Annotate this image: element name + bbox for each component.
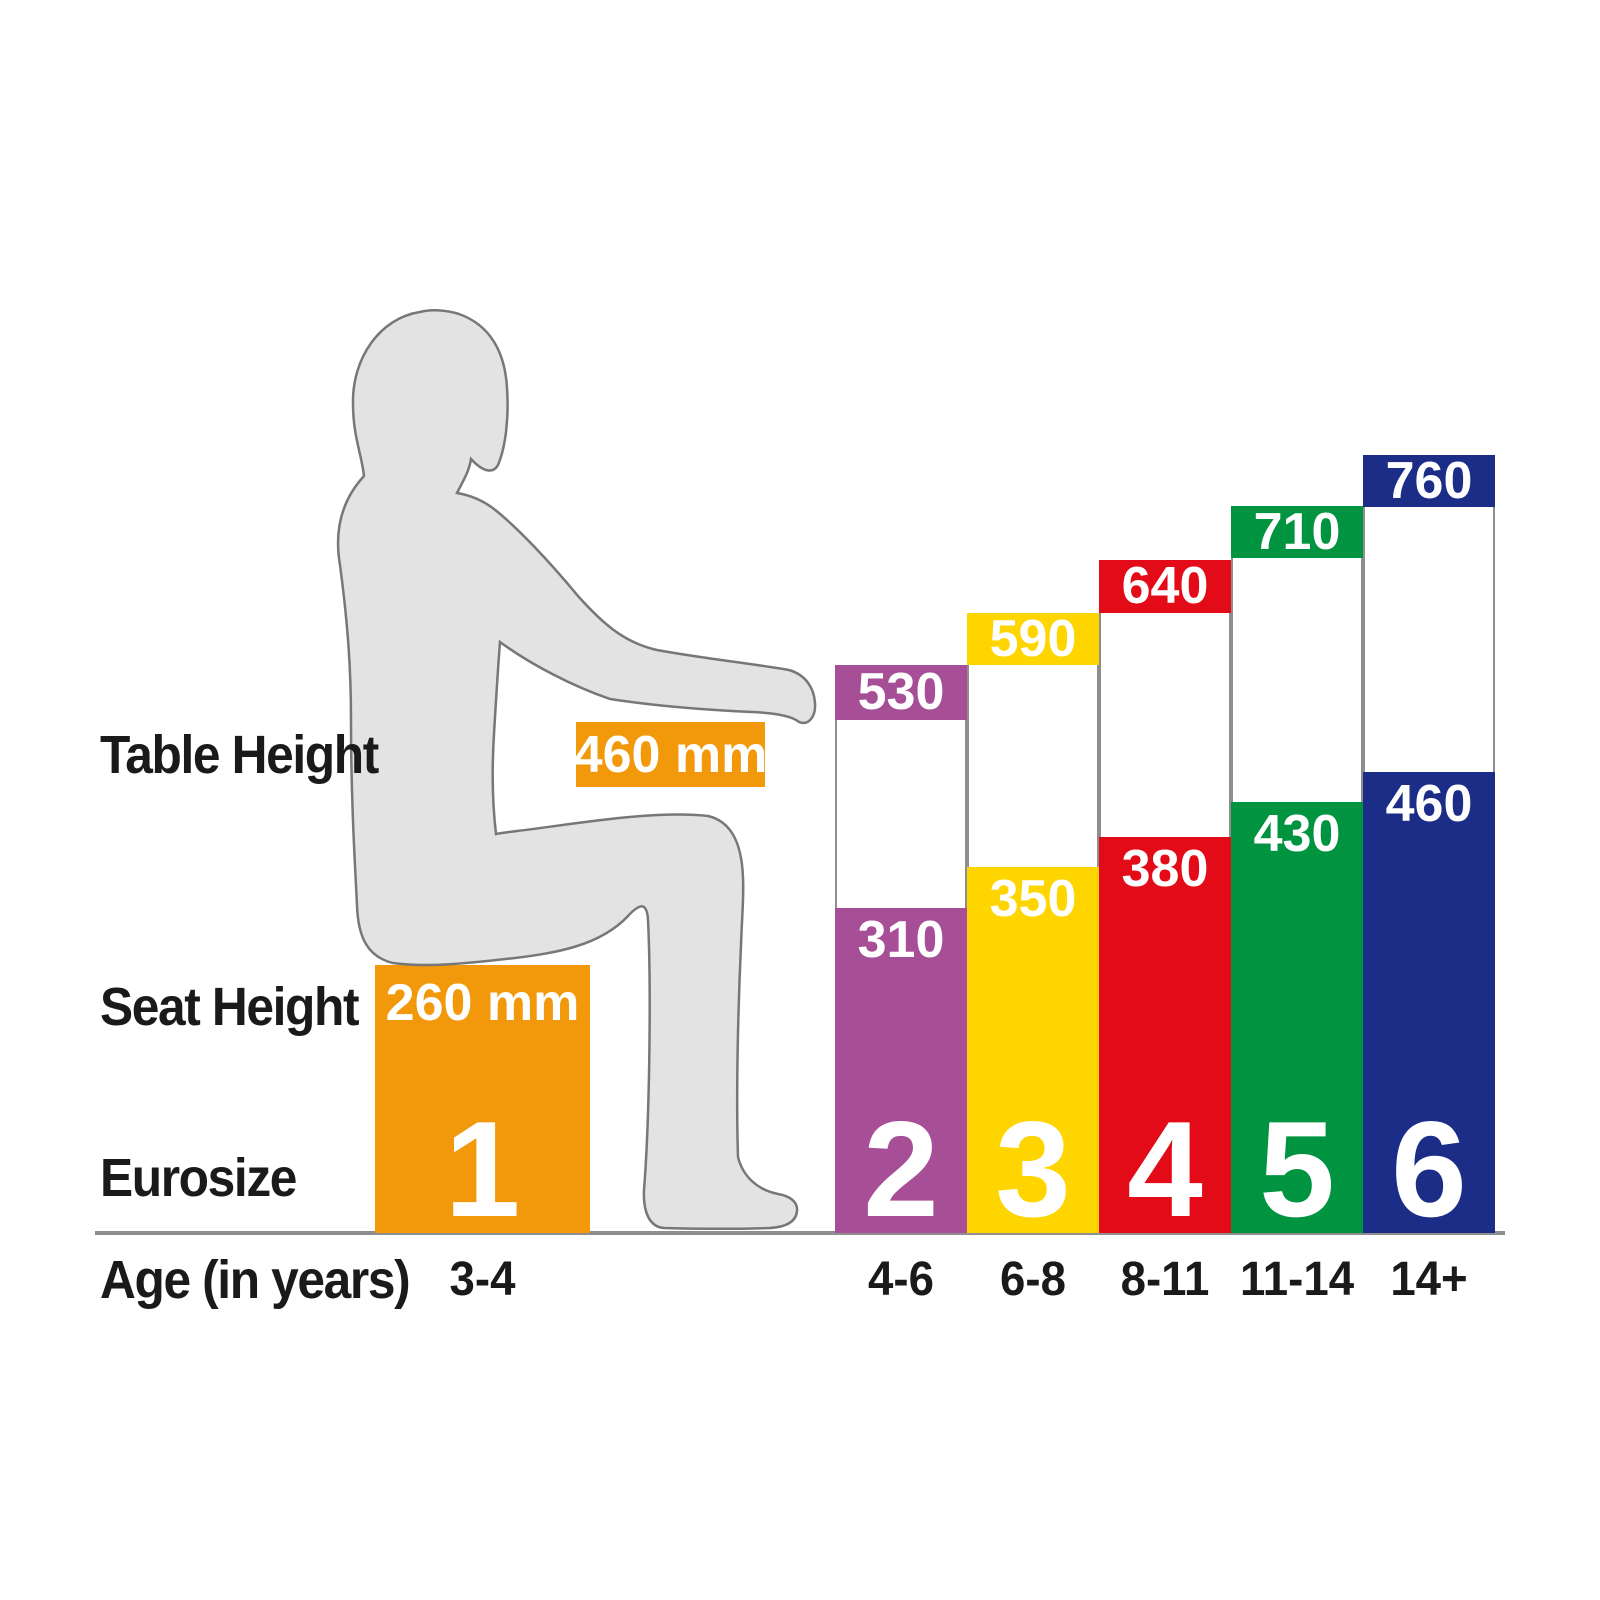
age-range-size1: 3-4 bbox=[449, 1253, 516, 1306]
column-gap-2 bbox=[835, 720, 967, 908]
eurosize-number-3: 3 bbox=[995, 1093, 1071, 1245]
size1-table-height-box: 460 mm bbox=[573, 722, 768, 787]
seat-height-value-5: 430 bbox=[1253, 805, 1341, 863]
age-range-size3: 6-8 bbox=[1000, 1253, 1066, 1306]
age-axis-label: Age (in years) bbox=[100, 1250, 411, 1310]
eurosize-number-2: 2 bbox=[863, 1093, 939, 1245]
floor-baseline bbox=[95, 1231, 1505, 1235]
age-range-size5: 11-14 bbox=[1239, 1253, 1355, 1306]
eurosize-number-5: 5 bbox=[1259, 1093, 1335, 1245]
age-range-size6: 14+ bbox=[1390, 1253, 1468, 1306]
eurosize-column-3: 590 350 3 bbox=[967, 613, 1099, 1245]
age-range-size4: 8-11 bbox=[1120, 1253, 1210, 1306]
seat-section-2: 310 bbox=[835, 908, 967, 1233]
seat-height-value-3: 350 bbox=[989, 870, 1077, 928]
eurosize-column-4: 640 380 4 bbox=[1099, 560, 1231, 1245]
table-height-value-4: 640 bbox=[1099, 560, 1231, 613]
eurosize-number-6: 6 bbox=[1391, 1093, 1467, 1245]
seat-height-value-2: 310 bbox=[857, 911, 945, 969]
size1-seat-height-value: 260 mm bbox=[385, 974, 580, 1032]
seat-section-6: 460 bbox=[1363, 772, 1495, 1233]
seat-section-3: 350 bbox=[967, 867, 1099, 1233]
eurosize-column-5: 710 430 5 bbox=[1231, 506, 1363, 1245]
column-gap-5 bbox=[1231, 558, 1363, 802]
seat-section-4: 380 bbox=[1099, 837, 1231, 1233]
table-height-value-2: 530 bbox=[835, 665, 967, 720]
table-height-value-3: 590 bbox=[967, 613, 1099, 665]
size1-table-height-value: 460 mm bbox=[573, 725, 768, 784]
column-gap-4 bbox=[1099, 613, 1231, 837]
eurosize-number-4: 4 bbox=[1127, 1093, 1203, 1245]
size1-eurosize-number: 1 bbox=[444, 1093, 521, 1245]
seat-section-5: 430 bbox=[1231, 802, 1363, 1233]
table-height-value-6: 760 bbox=[1363, 455, 1495, 507]
eurosize-label: Eurosize bbox=[100, 1148, 297, 1208]
age-range-size2: 4-6 bbox=[868, 1253, 934, 1306]
eurosize-column-2: 530 310 2 bbox=[835, 665, 967, 1245]
table-height-label: Table Height bbox=[100, 725, 379, 785]
seat-height-label: Seat Height bbox=[100, 977, 359, 1037]
seat-height-value-4: 380 bbox=[1121, 840, 1209, 898]
column-gap-6 bbox=[1363, 507, 1495, 772]
eurosize-column-6: 760 460 6 bbox=[1363, 455, 1495, 1245]
seat-height-value-6: 460 bbox=[1385, 775, 1473, 833]
column-gap-3 bbox=[967, 665, 1099, 867]
table-height-value-5: 710 bbox=[1231, 506, 1363, 558]
